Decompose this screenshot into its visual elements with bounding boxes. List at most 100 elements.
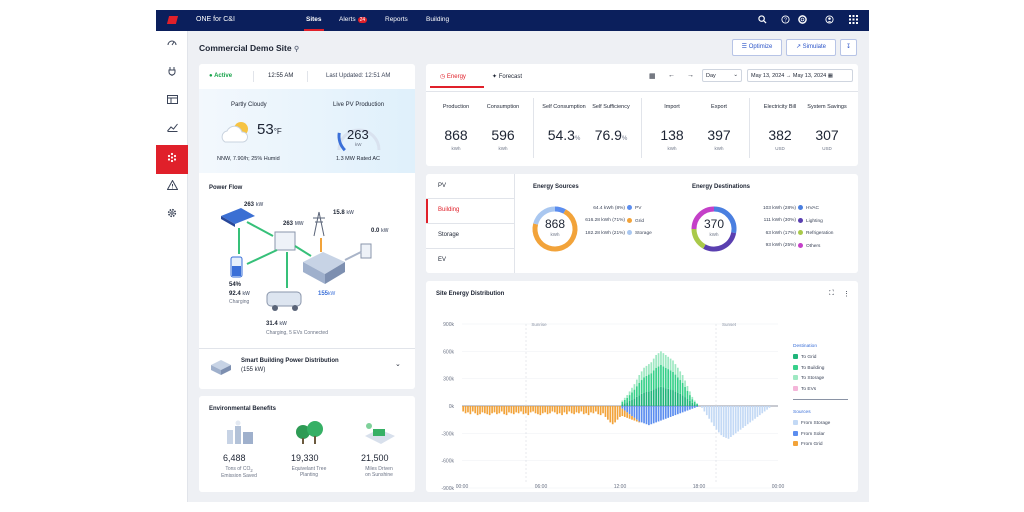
bar-positive — [623, 399, 626, 404]
bar-negative — [626, 406, 629, 413]
chevron-down-icon: ⌄ — [733, 72, 738, 78]
nav-alerts[interactable]: Alerts 24 — [339, 16, 368, 23]
tab-forecast[interactable]: ✦ Forecast — [492, 73, 522, 80]
flow-grid-in: 263 MW — [283, 221, 304, 227]
bar-negative — [674, 406, 677, 416]
sources-legend-value: 616.28 kWh (71%) — [585, 218, 625, 224]
bar-positive — [640, 393, 643, 406]
bar-positive — [691, 402, 694, 406]
period-select[interactable]: Day ⌄ — [702, 69, 742, 82]
solar-panels-icon — [221, 208, 255, 227]
kpi-value: 596 — [479, 127, 527, 143]
tab-energy[interactable]: ◷ Energy — [440, 73, 466, 80]
fullscreen-icon[interactable]: ⛶ — [829, 290, 834, 297]
bar-negative — [590, 406, 592, 413]
bar-negative — [662, 406, 665, 420]
smart-building-row[interactable]: Smart Building Power Distribution (155 k… — [199, 349, 415, 389]
more-options-icon[interactable]: ⋮ — [843, 291, 850, 298]
bar-positive — [689, 391, 691, 396]
bar-positive — [623, 403, 626, 406]
bar-positive — [648, 374, 650, 392]
warning-icon[interactable] — [156, 174, 188, 201]
search-site-icon[interactable]: ⚲ — [293, 46, 300, 53]
date-range-input[interactable]: May 13, 2024 → May 13, 2024 ▦ — [747, 69, 853, 82]
kpi-value-number: 382 — [768, 127, 792, 143]
factory-icon — [227, 420, 253, 444]
y-tick-label: 300k — [443, 377, 454, 383]
panel-icon[interactable] — [156, 88, 188, 115]
bar-negative — [474, 406, 477, 414]
y-tick-label: -300k — [441, 431, 454, 437]
trees-icon — [296, 421, 323, 444]
check-circle-icon: ● — [209, 73, 213, 79]
bar-negative — [522, 406, 525, 415]
sites-network-icon[interactable] — [156, 145, 188, 174]
optimize-button[interactable]: ☰ Optimize — [732, 39, 782, 56]
bar-negative — [652, 406, 655, 424]
bar-negative — [505, 406, 508, 416]
flow-grid-value: 15.8 — [333, 210, 345, 216]
legend-src-name: From Grid — [801, 441, 823, 447]
bar-negative — [476, 406, 479, 416]
bar-positive — [635, 396, 638, 406]
plug-icon[interactable] — [156, 60, 188, 87]
legend-dest-item: To Grid — [793, 354, 816, 360]
bar-negative — [500, 406, 503, 412]
temp-unit: °F — [273, 127, 282, 136]
support-icon[interactable] — [797, 15, 808, 26]
simulate-icon: ↗ — [795, 44, 801, 50]
sources-legend-value: 64.4 kWh (8%) — [593, 205, 625, 211]
divider — [426, 198, 515, 199]
tab-pv[interactable]: PV — [438, 183, 447, 189]
power-flow-title: Power Flow — [209, 185, 243, 191]
bar-negative — [727, 406, 730, 439]
dest-legend-row: 63 kWh (17%) Refrigeration — [744, 230, 833, 236]
chevron-down-icon[interactable]: ⌄ — [395, 361, 401, 368]
bar-negative — [484, 406, 486, 414]
account-icon[interactable] — [824, 15, 835, 26]
dest-legend-row: 103 kWh (28%) HVAC — [744, 205, 819, 211]
status-state: Active — [214, 73, 233, 79]
page-title-text: Commercial Demo Site — [199, 43, 292, 53]
simulate-label: Simulate — [802, 44, 827, 50]
kpi-value: 76.9% — [587, 127, 635, 143]
nav-building[interactable]: Building — [426, 16, 450, 23]
bar-negative — [643, 406, 645, 424]
bar-negative — [638, 406, 641, 422]
analytics-chart-icon[interactable] — [156, 116, 188, 143]
nav-reports[interactable]: Reports — [385, 16, 408, 23]
bar-positive — [686, 385, 689, 391]
sources-legend-name: Grid — [635, 218, 645, 224]
prev-arrow-icon[interactable]: ← — [668, 72, 675, 79]
alerts-count-badge: 24 — [357, 17, 368, 23]
calendar-today-icon[interactable]: ▦ — [649, 73, 656, 80]
apps-grid-icon[interactable] — [848, 15, 859, 26]
bar-positive — [633, 389, 636, 399]
bar-positive — [628, 391, 631, 396]
help-icon[interactable]: ? — [780, 15, 791, 26]
tab-storage[interactable]: Storage — [438, 232, 460, 238]
dashboard-gauge-icon[interactable] — [156, 32, 188, 59]
bar-negative — [737, 406, 739, 432]
bar-positive — [674, 374, 677, 392]
settings-gear-icon[interactable] — [156, 202, 188, 229]
nav-sites[interactable]: Sites — [306, 16, 322, 23]
dest-slice — [691, 228, 706, 249]
bar-negative — [759, 406, 761, 416]
bar-positive — [643, 377, 645, 393]
bar-positive — [693, 400, 696, 402]
flow-grid: 15.8 kW — [333, 210, 354, 216]
download-button[interactable]: ↧ — [840, 39, 857, 56]
bar-positive — [631, 399, 633, 406]
search-icon[interactable] — [757, 15, 768, 26]
simulate-button[interactable]: ↗ Simulate — [786, 39, 836, 56]
tab-ev[interactable]: EV — [438, 257, 447, 263]
bar-negative — [556, 406, 559, 415]
next-arrow-icon[interactable]: → — [687, 72, 694, 79]
bar-negative — [493, 406, 496, 413]
bar-negative — [508, 406, 510, 413]
env-co2-label: Tons of CO2 Emission Saved — [209, 466, 269, 479]
sidebar — [156, 31, 188, 502]
tab-building[interactable]: Building — [438, 207, 460, 213]
bar-positive — [667, 369, 670, 389]
